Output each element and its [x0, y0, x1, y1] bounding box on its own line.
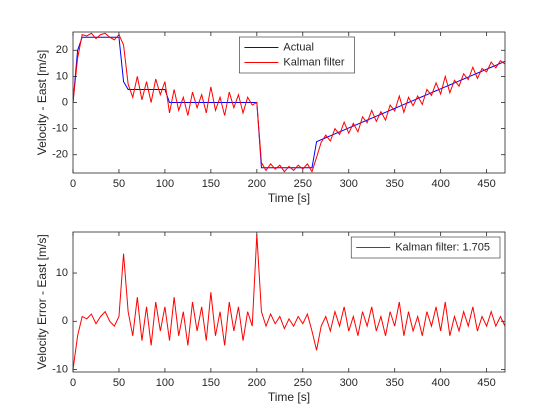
y-axis-label: Velocity - East [m/s] [35, 50, 49, 155]
x-axis-label: Time [s] [268, 390, 310, 404]
x-tick-label: 300 [340, 178, 358, 190]
x-tick-label: 200 [248, 178, 266, 190]
x-tick-label: 50 [113, 377, 125, 389]
x-tick-label: 100 [156, 178, 174, 190]
legend: Actual Kalman filter [239, 36, 355, 74]
x-tick-label: 400 [431, 377, 449, 389]
x-tick-label: 50 [113, 178, 125, 190]
x-tick-label: 250 [294, 178, 312, 190]
series-line [73, 234, 505, 370]
x-tick-label: 450 [477, 377, 495, 389]
x-tick-label: 350 [386, 178, 404, 190]
x-tick-label: 0 [70, 178, 76, 190]
y-tick-label: 20 [56, 44, 68, 56]
y-tick-label: 0 [62, 315, 68, 327]
legend-box [239, 36, 355, 74]
legend-label: Kalman filter: 1.705 [395, 241, 490, 253]
y-tick-label: 10 [56, 70, 68, 82]
x-tick-label: 250 [294, 377, 312, 389]
x-tick-label: 150 [202, 377, 220, 389]
x-tick-label: 150 [202, 178, 220, 190]
series-line [73, 32, 505, 173]
axes-box [72, 231, 506, 373]
legend-label: Actual [283, 41, 314, 53]
y-axis-label: Velocity Error - East [m/s] [35, 234, 49, 369]
x-tick-label: 300 [340, 377, 358, 389]
y-tick-label: 0 [62, 96, 68, 108]
x-axis-label: Time [s] [268, 191, 310, 205]
x-tick-label: 200 [248, 377, 266, 389]
y-tick-label: -10 [52, 363, 68, 375]
y-tick-label: 10 [56, 267, 68, 279]
x-tick-label: 0 [70, 377, 76, 389]
legend-label: Kalman filter [283, 56, 344, 68]
y-tick-label: -20 [52, 149, 68, 161]
x-tick-label: 400 [431, 178, 449, 190]
y-tick-label: -10 [52, 123, 68, 135]
legend-box [350, 236, 501, 259]
x-tick-label: 450 [477, 178, 495, 190]
x-tick-label: 100 [156, 377, 174, 389]
legend: Kalman filter: 1.705 [350, 236, 501, 259]
x-tick-label: 350 [386, 377, 404, 389]
